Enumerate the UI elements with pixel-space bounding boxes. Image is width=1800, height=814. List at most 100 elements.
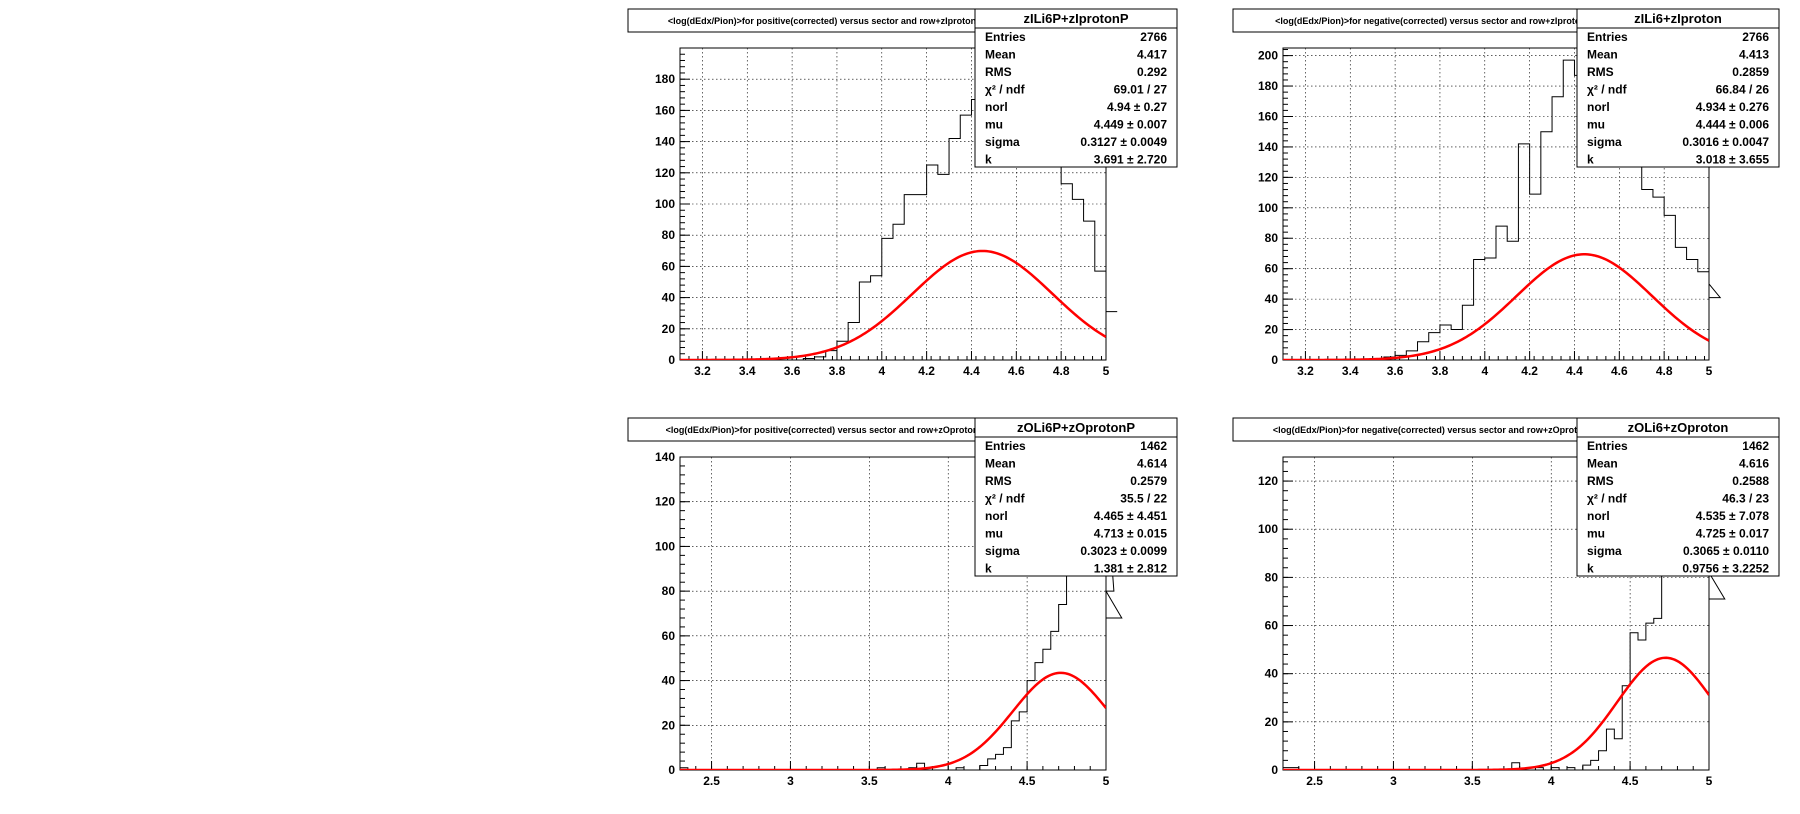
y-tick-label: 60 [1265, 619, 1279, 633]
y-tick-label: 180 [655, 72, 675, 86]
x-tick-label: 4.4 [963, 364, 980, 378]
x-tick-label: 5 [1103, 774, 1110, 788]
y-tick-label: 20 [662, 322, 676, 336]
stats-value: 2766 [1742, 30, 1769, 44]
y-tick-label: 160 [1258, 109, 1278, 123]
x-tick-label: 4 [945, 774, 952, 788]
chart-title: <log(dEdx/Pion)>for negative(corrected) … [1273, 425, 1588, 435]
x-tick-label: 5 [1103, 364, 1110, 378]
stats-label: χ² / ndf [985, 83, 1026, 97]
fit-curve [680, 671, 1106, 770]
stats-value: 4.465 ± 4.451 [1094, 509, 1168, 523]
y-tick-label: 60 [662, 629, 676, 643]
stats-value: 1462 [1742, 439, 1769, 453]
x-tick-label: 2.5 [1306, 774, 1323, 788]
x-tick-label: 3.2 [694, 364, 711, 378]
stats-label: RMS [985, 65, 1012, 79]
stats-value: 3.018 ± 3.655 [1696, 153, 1770, 167]
x-tick-label: 3.5 [1464, 774, 1481, 788]
y-tick-label: 100 [1258, 201, 1278, 215]
y-tick-label: 80 [662, 584, 676, 598]
stats-value: 4.535 ± 7.078 [1696, 509, 1770, 523]
x-tick-label: 3.5 [861, 774, 878, 788]
stats-label: Mean [1587, 48, 1618, 62]
stats-box-title: zOLi6+zOproton [1628, 420, 1729, 435]
x-tick-label: 3.8 [1432, 364, 1449, 378]
stats-box-title: zILi6+zIproton [1634, 11, 1722, 26]
stats-label: Mean [985, 48, 1016, 62]
x-tick-label: 4.5 [1019, 774, 1036, 788]
x-tick-label: 4.4 [1566, 364, 1583, 378]
y-tick-label: 100 [655, 539, 675, 553]
y-tick-label: 120 [655, 495, 675, 509]
stats-value: 0.2579 [1130, 474, 1167, 488]
y-tick-label: 0 [668, 763, 675, 777]
stats-value: 4.934 ± 0.276 [1696, 100, 1770, 114]
y-tick-label: 100 [1258, 522, 1278, 536]
stats-value: 1462 [1140, 439, 1167, 453]
y-tick-label: 20 [1265, 715, 1279, 729]
stats-value: 0.2588 [1732, 474, 1769, 488]
stats-label: k [1587, 562, 1594, 576]
chart-title: <log(dEdx/Pion)>for positive(corrected) … [666, 425, 985, 435]
stats-label: sigma [1587, 135, 1622, 149]
stats-box-title: zOLi6P+zOprotonP [1017, 420, 1135, 435]
stats-value: 69.01 / 27 [1114, 83, 1168, 97]
stats-label: mu [1587, 527, 1605, 541]
x-tick-label: 4.2 [1521, 364, 1538, 378]
stats-value: 4.725 ± 0.017 [1696, 527, 1770, 541]
stats-value: 4.713 ± 0.015 [1094, 527, 1168, 541]
stats-label: norl [985, 509, 1008, 523]
stats-label: Entries [1587, 439, 1628, 453]
stats-label: k [1587, 153, 1594, 167]
stats-label: RMS [985, 474, 1012, 488]
stats-value: 3.691 ± 2.720 [1094, 153, 1168, 167]
histogram-panel-4: 2.5 3 3.5 4 4.5 5 0 20 40 60 80 100 120 <log(dEdx/Pio… [1232, 417, 1780, 788]
stats-label: sigma [985, 135, 1020, 149]
stats-label: RMS [1587, 474, 1614, 488]
fit-curve [1283, 656, 1709, 770]
histogram-panel-1: 3.2 3.4 3.6 3.8 4 4.2 4.4 4.6 4.8 5 0 20 40 60 80 100 12… [627, 8, 1178, 378]
y-tick-label: 180 [1258, 79, 1278, 93]
y-tick-label: 40 [662, 291, 676, 305]
x-tick-label: 4 [878, 364, 885, 378]
x-tick-label: 4.5 [1622, 774, 1639, 788]
stats-box-title: zILi6P+zIprotonP [1023, 11, 1128, 26]
y-tick-label: 80 [1265, 570, 1279, 584]
stats-label: Entries [1587, 30, 1628, 44]
chart-title: <log(dEdx/Pion)>for negative(corrected) … [1275, 16, 1586, 26]
stats-label: mu [985, 527, 1003, 541]
y-tick-label: 200 [1258, 49, 1278, 63]
y-tick-label: 80 [662, 228, 676, 242]
y-tick-label: 20 [1265, 323, 1279, 337]
stats-value: 46.3 / 23 [1722, 492, 1769, 506]
x-tick-label: 3.4 [739, 364, 756, 378]
x-tick-label: 4.2 [918, 364, 935, 378]
y-tick-label: 60 [662, 259, 676, 273]
x-tick-label: 5 [1706, 774, 1713, 788]
x-tick-label: 2.5 [703, 774, 720, 788]
stats-label: Entries [985, 439, 1026, 453]
stats-label: k [985, 562, 992, 576]
stats-value: 0.3016 ± 0.0047 [1682, 135, 1769, 149]
stats-value: 1.381 ± 2.812 [1094, 562, 1168, 576]
y-tick-label: 140 [655, 135, 675, 149]
y-tick-label: 0 [1271, 763, 1278, 777]
y-tick-label: 40 [1265, 667, 1279, 681]
y-tick-label: 60 [1265, 262, 1279, 276]
stats-label: Mean [1587, 457, 1618, 471]
stats-box [974, 417, 1178, 577]
stats-label: norl [985, 100, 1008, 114]
x-tick-label: 3 [1390, 774, 1397, 788]
stats-value: 4.614 [1137, 457, 1167, 471]
x-tick-label: 4.6 [1611, 364, 1628, 378]
y-tick-label: 0 [668, 353, 675, 367]
stats-label: χ² / ndf [1587, 492, 1628, 506]
fit-curve [680, 249, 1106, 360]
stats-label: RMS [1587, 65, 1614, 79]
stats-value: 2766 [1140, 30, 1167, 44]
histogram-panel-3: 2.5 3 3.5 4 4.5 5 0 20 40 60 80 100 120 140 <log(dEdx/… [627, 417, 1178, 788]
y-tick-label: 120 [655, 166, 675, 180]
stats-box [1576, 417, 1780, 577]
y-tick-label: 120 [1258, 170, 1278, 184]
